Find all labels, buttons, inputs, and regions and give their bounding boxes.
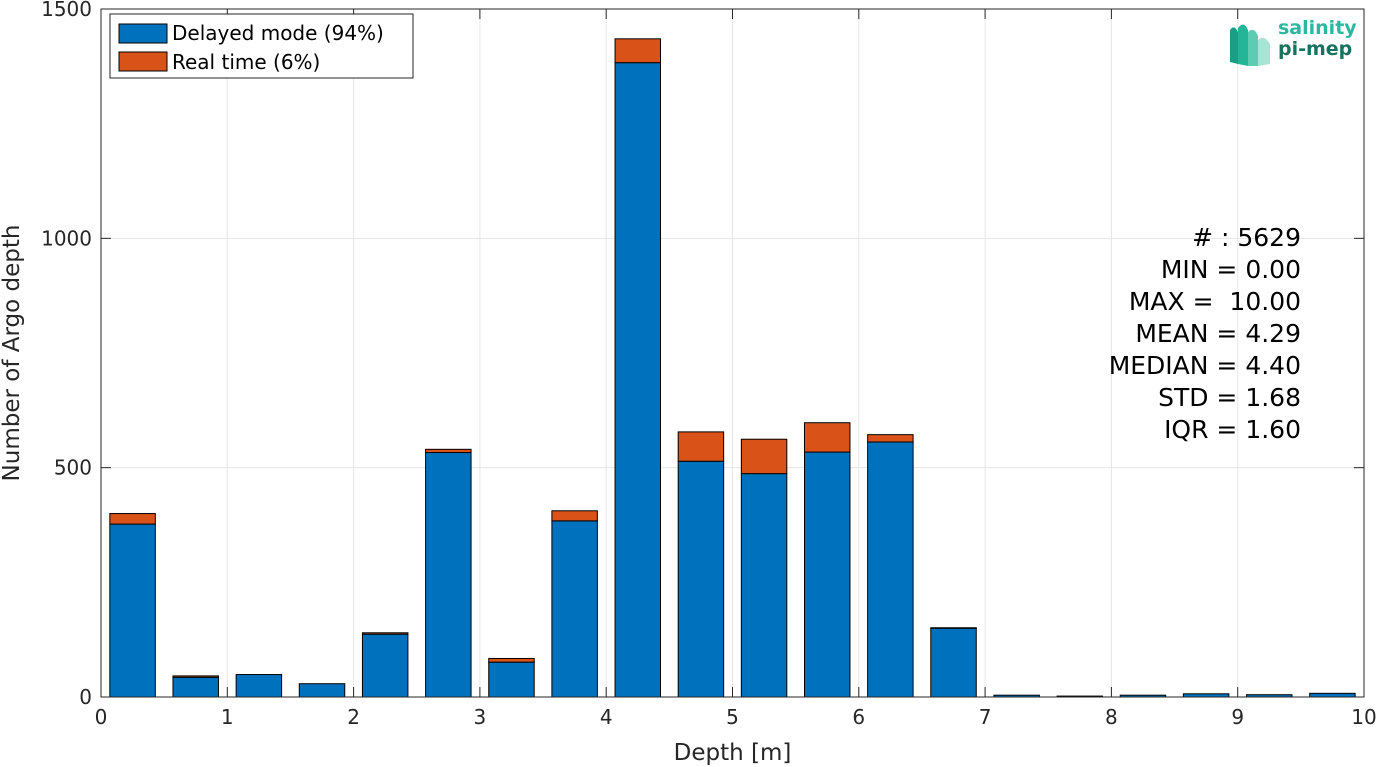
x-tick-label: 10 [1351,705,1376,729]
logo-wave-icon [1230,24,1270,67]
legend-swatch-realtime [118,51,168,72]
stat-max: MAX = 10.00 [1128,287,1301,316]
x-tick-label: 9 [1231,705,1244,729]
bar-delayed-mode [614,62,662,698]
x-tick-label: 2 [347,705,360,729]
bar-real-time [803,422,851,453]
bars [109,38,1356,698]
bar-real-time [867,434,914,443]
bar-delayed-mode [109,523,156,698]
legend-label-delayed: Delayed mode (94%) [172,21,384,45]
bar-delayed-mode [551,520,598,698]
bar-real-time [551,510,598,522]
legend: Delayed mode (94%) Real time (6%) [109,13,414,79]
x-tick-label: 8 [1105,705,1118,729]
bar-delayed-mode [867,441,914,698]
bar-real-time [425,448,472,454]
legend-label-realtime: Real time (6%) [172,50,320,74]
bar-real-time [109,513,156,525]
bar-delayed-mode [235,674,283,698]
bar-delayed-mode [298,683,346,698]
ticks: 0 1 2 3 4 5 6 7 8 9 10 0 500 1000 1500 [41,0,1377,729]
bar-delayed-mode [361,633,409,698]
logo-line-1: salinity [1278,17,1357,39]
x-tick-label: 1 [221,705,234,729]
x-tick-label: 7 [979,705,992,729]
bar-delayed-mode [740,473,788,698]
y-axis-label: Number of Argo depth [0,225,25,482]
x-tick-label: 4 [600,705,613,729]
bar-delayed-mode [488,661,535,698]
stat-iqr: IQR = 1.60 [1164,415,1301,444]
bar-delayed-mode [930,627,977,698]
stat-median: MEDIAN = 4.40 [1108,351,1301,380]
bar-delayed-mode [425,452,472,698]
stat-mean: MEAN = 4.29 [1135,319,1301,348]
bar-delayed-mode [677,460,725,698]
stats-panel: # : 5629 MIN = 0.00 MAX = 10.00 MEAN = 4… [1109,222,1301,446]
bar-delayed-mode [1309,692,1356,698]
x-tick-label: 6 [852,705,865,729]
bar-delayed-mode [172,676,219,698]
bar-real-time [172,675,219,678]
logo-line-2: pi-mep [1278,38,1353,60]
logo-text: salinity pi-mep [1278,18,1357,60]
x-tick-label: 5 [726,705,739,729]
salinity-pimep-logo: salinity pi-mep [1226,18,1358,68]
y-tick-label: 500 [54,456,92,480]
bar-real-time [361,632,409,635]
bar-real-time [677,431,725,462]
stat-std: STD = 1.68 [1158,383,1301,412]
stat-count: # : 5629 [1192,223,1301,252]
y-tick-label: 1000 [41,226,92,250]
x-tick-label: 3 [474,705,487,729]
bar-real-time [614,38,662,64]
x-axis-label: Depth [m] [674,740,792,766]
bar-delayed-mode [803,451,851,698]
x-tick-label: 0 [95,705,108,729]
y-tick-label: 0 [79,685,92,709]
stat-min: MIN = 0.00 [1160,255,1301,284]
y-tick-label: 1500 [41,0,92,21]
legend-swatch-delayed [118,23,168,44]
bar-real-time [740,438,788,475]
bar-real-time [930,627,977,629]
bar-real-time [488,657,535,663]
